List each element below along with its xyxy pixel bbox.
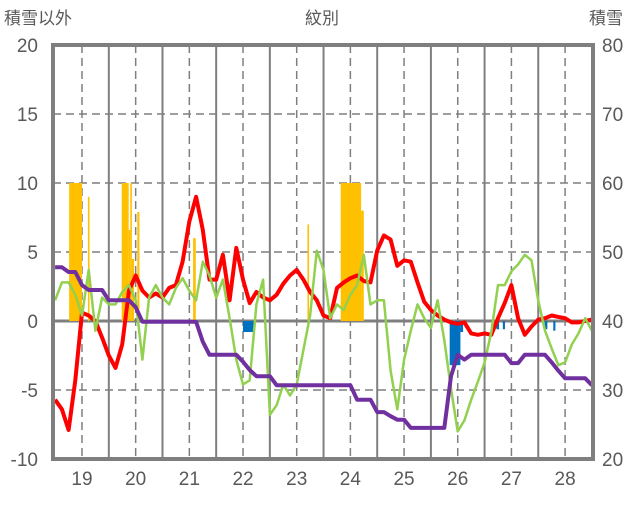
blue-bar (544, 321, 548, 330)
y-tick-label-left: 20 (17, 36, 38, 57)
orange-bar (340, 183, 362, 321)
x-tick-label: 21 (179, 469, 200, 490)
blue-bar (449, 321, 461, 366)
orange-bar (121, 183, 129, 321)
y-tick-label-left: 0 (27, 312, 38, 333)
y-tick-label-left: -5 (21, 381, 38, 402)
left-axis-label: 積雪以外 (4, 9, 72, 29)
plot-border (51, 43, 595, 461)
x-tick-label: 24 (340, 469, 362, 490)
grid (53, 45, 593, 459)
x-tick-label: 27 (501, 469, 522, 490)
blue-bar (243, 321, 254, 333)
orange-bar (307, 224, 310, 321)
red-series-line (53, 194, 593, 432)
chart-title: 紋別 (305, 9, 339, 29)
orange-bar (87, 196, 90, 321)
orange-bar (69, 183, 82, 321)
y-tick-label-left: 10 (17, 174, 38, 195)
y-tick-label-left: 15 (17, 105, 38, 126)
x-tick-label: 23 (286, 469, 307, 490)
x-tick-label: 28 (555, 469, 576, 490)
blue-bar (502, 321, 505, 330)
x-tick-label: 20 (125, 469, 146, 490)
y-tick-label-left: -10 (11, 450, 38, 471)
orange-bar (130, 183, 132, 321)
blue-bar (460, 321, 464, 333)
blue-bar (496, 321, 500, 330)
green-series-line (53, 249, 594, 433)
y-tick-label-left: 5 (27, 243, 38, 264)
right-axis-label: 積雪 (589, 9, 623, 29)
y-tick-label-right: 40 (602, 312, 623, 333)
purple-series-line (55, 265, 594, 430)
series-lines (53, 194, 594, 433)
y-tick-label-right: 70 (602, 105, 623, 126)
y-tick-label-right: 80 (602, 36, 623, 57)
x-tick-label: 25 (393, 469, 414, 490)
bars (69, 183, 556, 366)
x-tick-label: 26 (447, 469, 468, 490)
plot-frame (51, 43, 595, 461)
orange-bar (131, 258, 135, 321)
blue-bar (553, 321, 556, 331)
orange-bar (128, 229, 131, 321)
x-tick-label: 19 (71, 469, 92, 490)
y-tick-label-right: 20 (602, 450, 623, 471)
orange-bar (137, 211, 140, 321)
y-tick-label-right: 30 (602, 381, 623, 402)
x-tick-label: 22 (232, 469, 253, 490)
y-tick-label-right: 50 (602, 243, 623, 264)
orange-bar (193, 238, 196, 321)
y-tick-label-right: 60 (602, 174, 623, 195)
